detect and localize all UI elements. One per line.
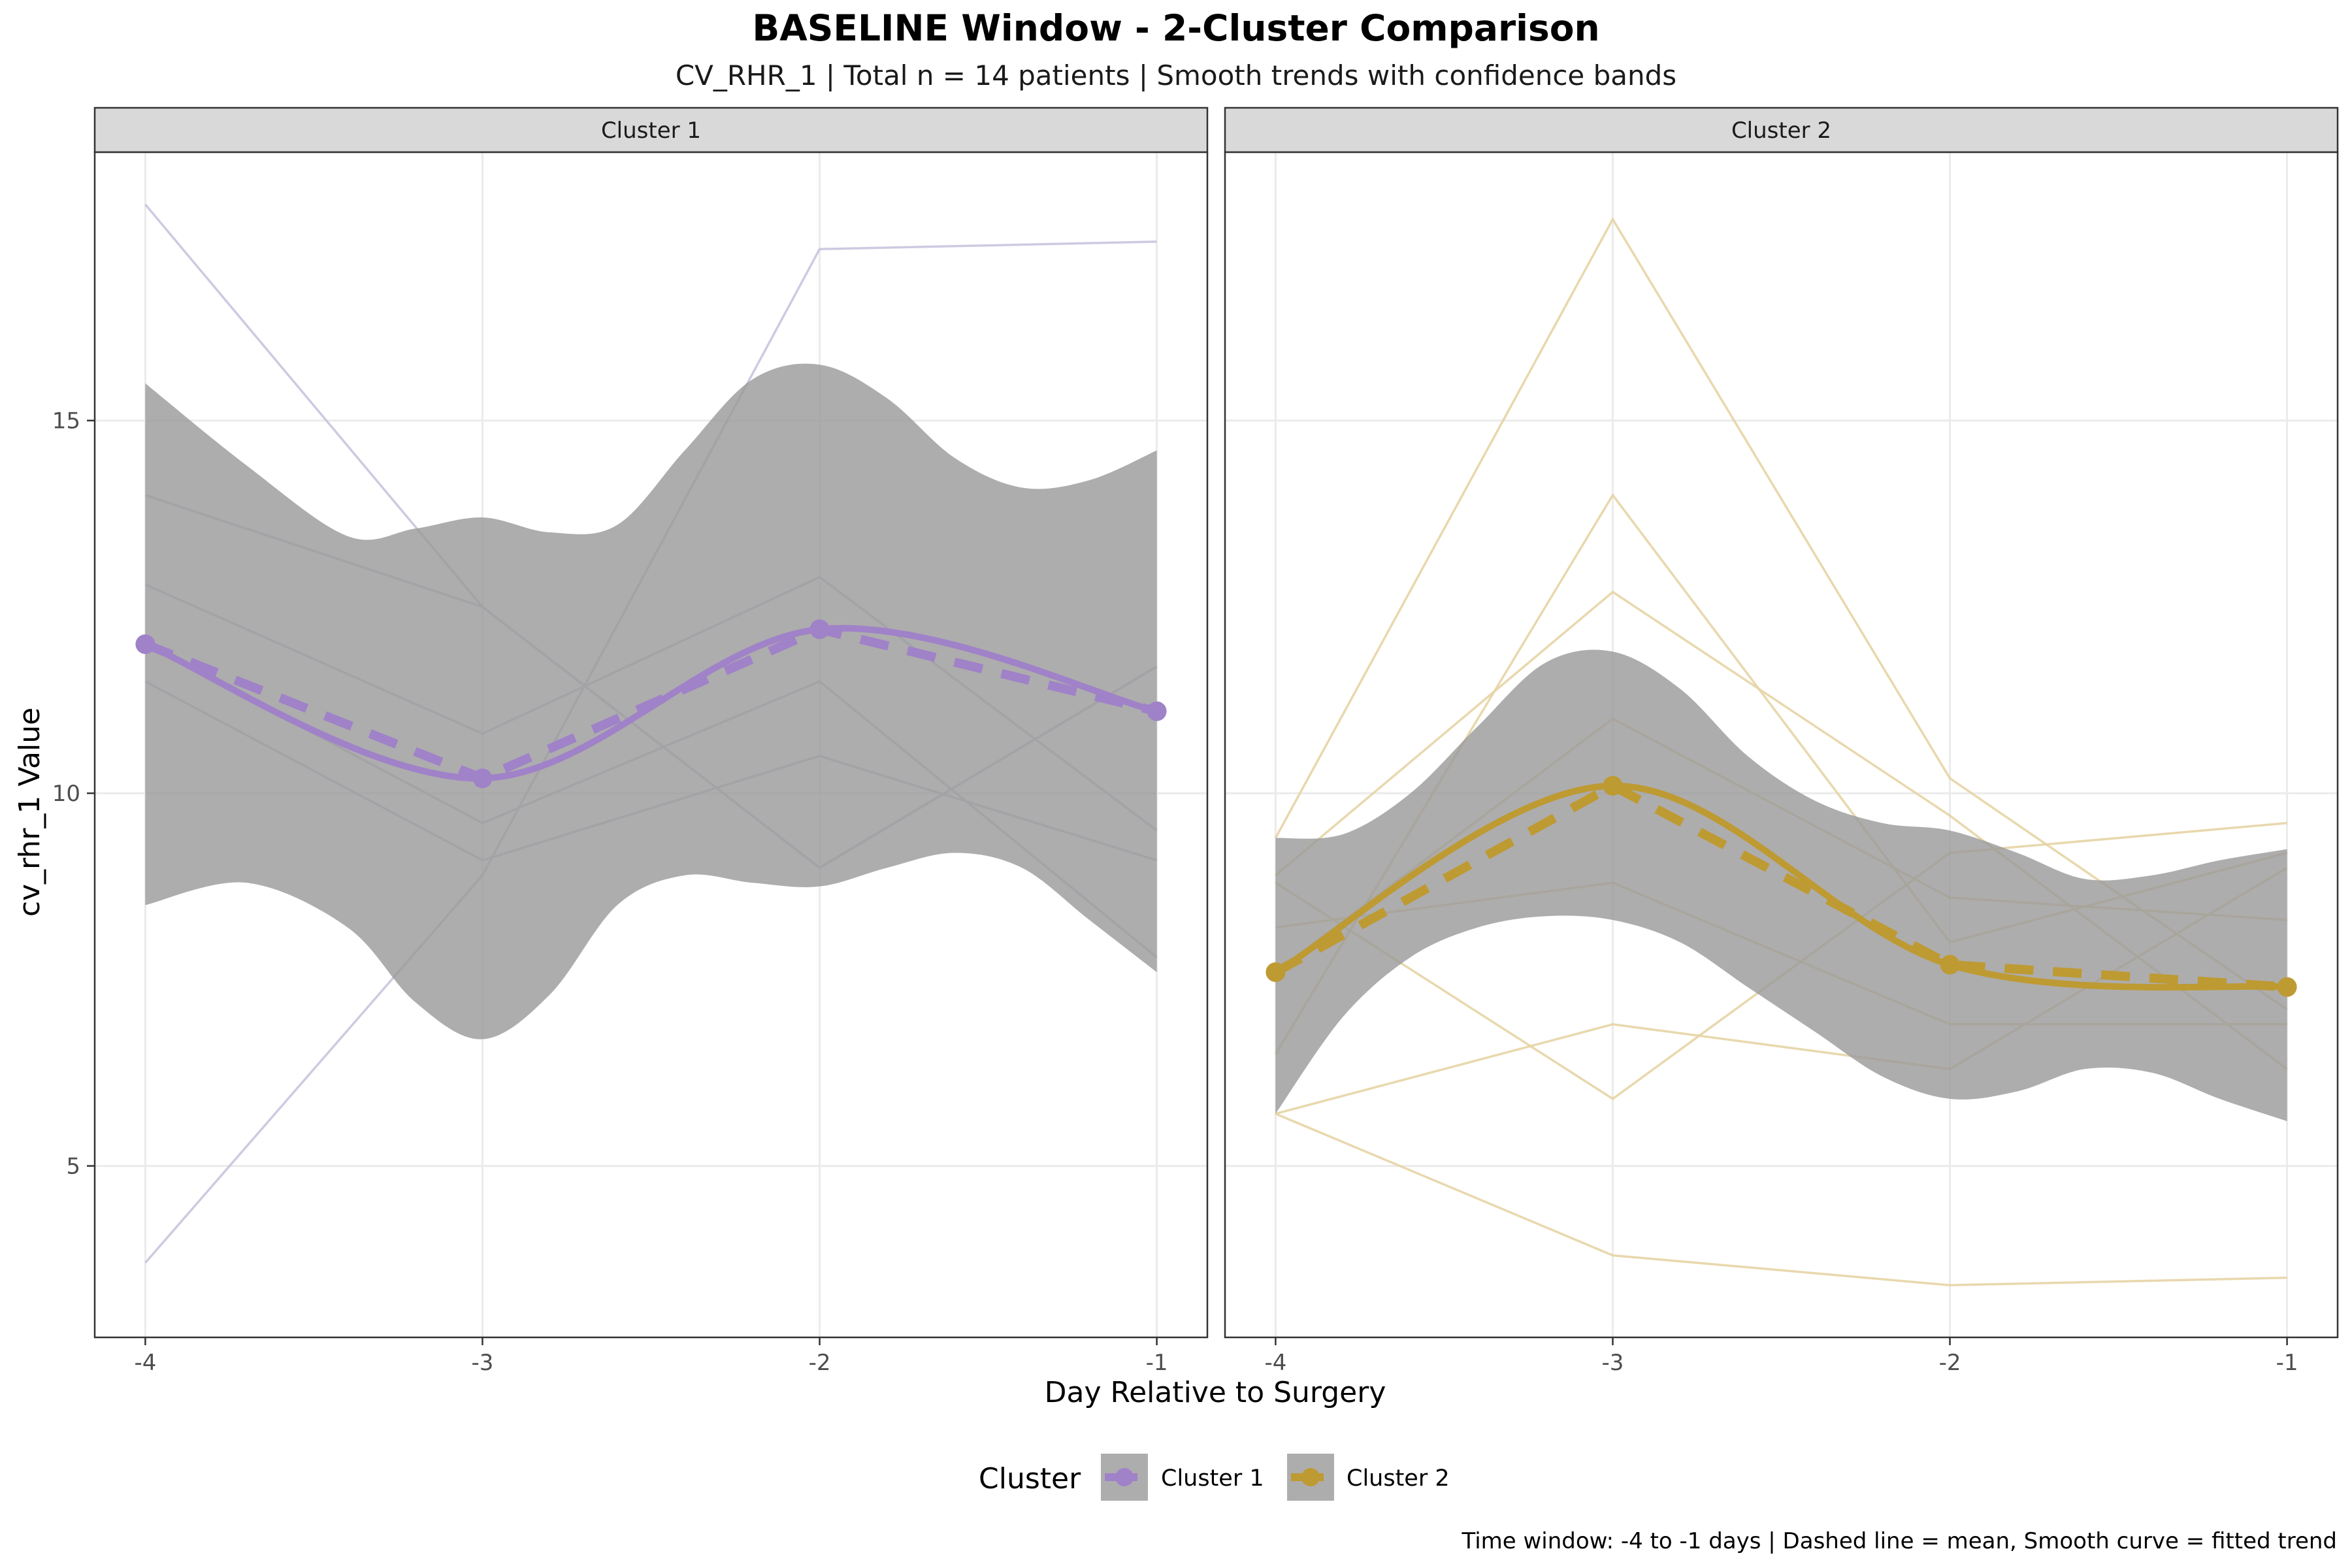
x-tick-label: -1	[2276, 1350, 2298, 1376]
legend-key-point	[1301, 1468, 1320, 1486]
mean-point	[1940, 955, 1960, 975]
legend: Cluster Cluster 1 Cluster 2	[979, 1454, 1450, 1501]
x-tick-label: -3	[1602, 1350, 1624, 1376]
y-tick-label: 5	[66, 1154, 80, 1180]
patient-trajectory	[1275, 1113, 2287, 1286]
mean-point	[1603, 776, 1623, 796]
chart-title: BASELINE Window - 2-Cluster Comparison	[752, 7, 1599, 49]
chart-subtitle: CV_RHR_1 | Total n = 14 patients | Smoot…	[676, 59, 1676, 91]
facet-strip	[93, 106, 1209, 154]
x-tick-label: -4	[134, 1350, 156, 1376]
legend-label: Cluster 1	[1161, 1465, 1264, 1492]
facet-panels: Cluster 1 -4 -3 -2 -1 5 10 15 Cluster 2 -4 -3 -2 -1	[52, 106, 2339, 1376]
y-tick-label: 10	[52, 781, 80, 807]
fitted-trend-curve	[1272, 782, 2291, 991]
mean-point	[1266, 962, 1286, 982]
mean-line	[1273, 781, 2288, 992]
x-tick-label: -2	[809, 1350, 831, 1376]
fitted-trend-curve	[142, 625, 1160, 782]
panel-border	[93, 151, 1209, 1339]
chart-caption: Time window: -4 to -1 days | Dashed line…	[1461, 1528, 2337, 1554]
facet-panel-2: Cluster 2 -4 -3 -2 -1	[1224, 106, 2339, 1376]
facet-strip-label: Cluster 2	[1731, 118, 1831, 144]
legend-title: Cluster	[979, 1462, 1081, 1495]
confidence-band	[1275, 649, 2287, 1122]
mean-point	[472, 768, 493, 789]
x-tick-label: -2	[1939, 1350, 1961, 1376]
legend-key-point	[1115, 1468, 1134, 1486]
mean-point	[135, 634, 155, 654]
panel-border	[1224, 151, 2339, 1339]
facet-panel-1: Cluster 1 -4 -3 -2 -1 5 10 15	[52, 106, 1209, 1376]
x-axis-title: Day Relative to Surgery	[1045, 1376, 1386, 1409]
mean-point	[809, 619, 830, 640]
panel-background	[1225, 152, 2338, 1337]
x-tick-label: -4	[1264, 1350, 1286, 1376]
x-tick-label: -1	[1146, 1350, 1168, 1376]
facet-strip-label: Cluster 1	[601, 118, 701, 144]
mean-point	[1147, 701, 1167, 721]
y-axis-title: cv_rhr_1 Value	[13, 708, 46, 917]
x-tick-label: -3	[472, 1350, 494, 1376]
facet-strip	[1224, 106, 2339, 154]
mean-point	[2277, 977, 2297, 997]
y-tick-label: 15	[52, 408, 80, 434]
legend-label: Cluster 2	[1347, 1465, 1450, 1492]
